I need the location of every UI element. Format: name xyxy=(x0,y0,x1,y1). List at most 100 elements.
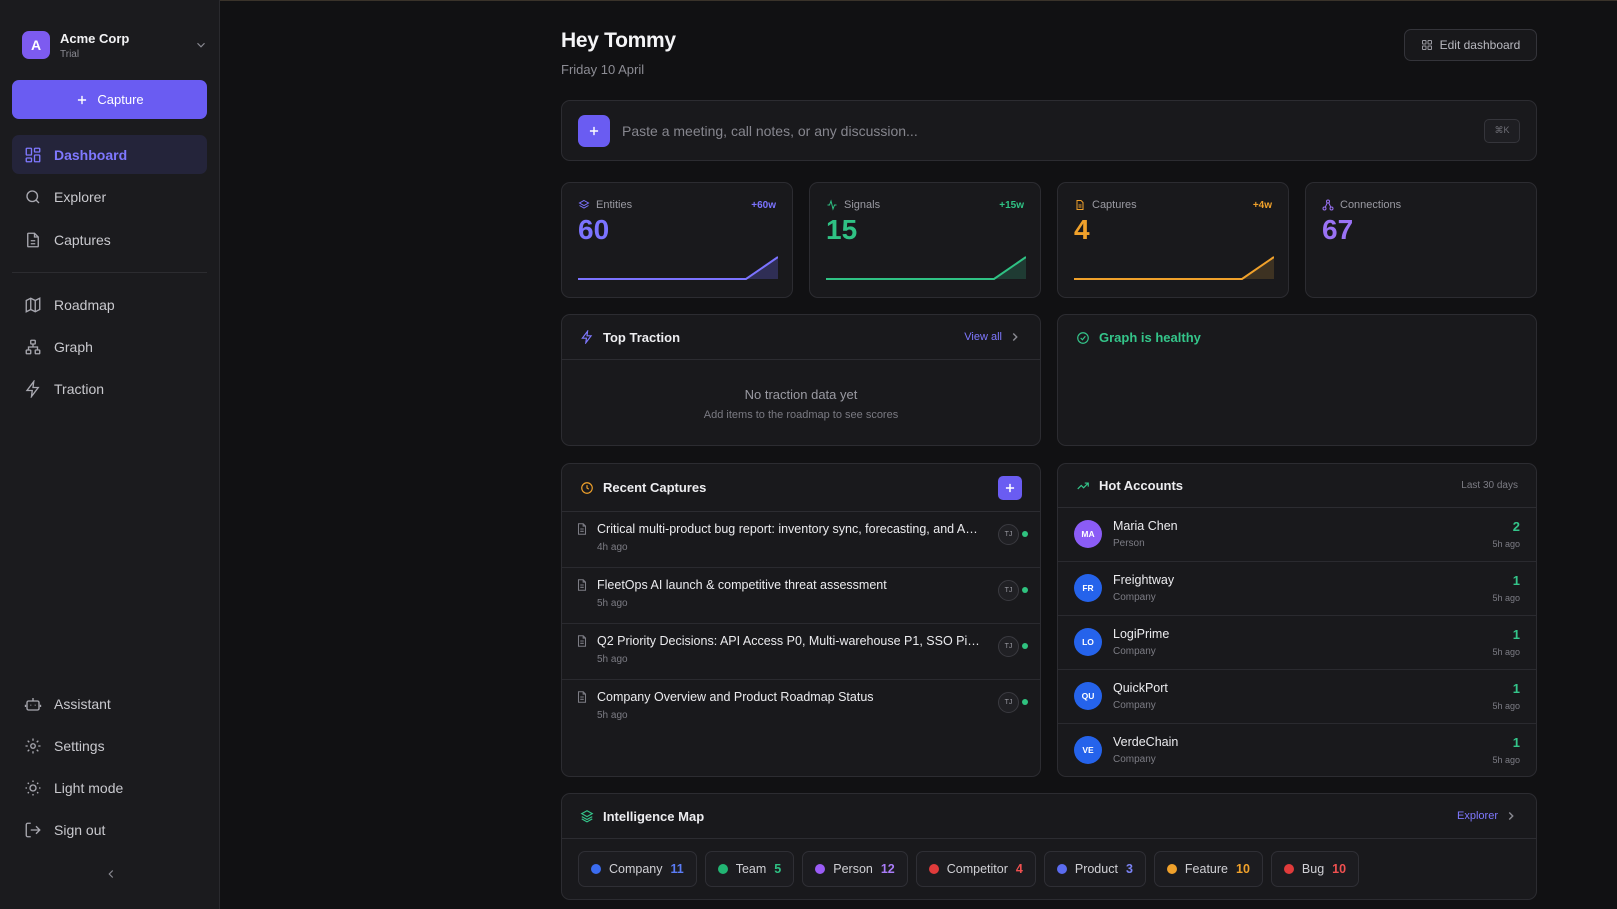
capture-title: Company Overview and Product Roadmap Sta… xyxy=(597,690,874,704)
intelligence-map-title: Intelligence Map xyxy=(603,808,705,824)
chip-bug[interactable]: Bug 10 xyxy=(1270,851,1360,887)
chip-label: Company xyxy=(609,862,663,876)
sidebar-item-roadmap[interactable]: Roadmap xyxy=(12,285,207,324)
avatar: MA xyxy=(1074,520,1102,548)
sidebar-item-assistant[interactable]: Assistant xyxy=(12,684,207,723)
sidebar-item-label: Dashboard xyxy=(54,146,128,163)
chip-label: Product xyxy=(1074,862,1118,876)
view-all-label: View all xyxy=(964,331,1002,343)
stat-card-signals[interactable]: Signals +15w 15 xyxy=(809,182,1041,298)
account-type: Person xyxy=(1113,538,1145,549)
chevron-down-icon xyxy=(197,42,205,48)
list-item[interactable]: Q2 Priority Decisions: API Access P0, Mu… xyxy=(562,624,1040,680)
shortcut-hint: ⌘K xyxy=(1484,118,1520,143)
edit-dashboard-button[interactable]: Edit dashboard xyxy=(1404,29,1537,61)
hot-accounts-range: Last 30 days xyxy=(1461,480,1518,491)
chip-dot xyxy=(815,864,826,874)
org-switcher[interactable]: A Acme Corp Trial xyxy=(22,29,208,61)
capture-button[interactable]: Capture xyxy=(12,80,207,119)
account-row[interactable]: MA Maria Chen Person 2 5h ago xyxy=(1058,508,1536,562)
chip-count: 12 xyxy=(880,862,895,876)
sidebar-item-traction[interactable]: Traction xyxy=(12,369,207,408)
account-row[interactable]: FR Freightway Company 1 5h ago xyxy=(1058,562,1536,616)
stat-label: Captures xyxy=(1092,199,1137,211)
grid-icon xyxy=(25,147,41,162)
account-count: 1 xyxy=(1512,735,1520,750)
quick-capture-input[interactable]: Paste a meeting, call notes, or any disc… xyxy=(622,122,918,139)
account-time: 5h ago xyxy=(1492,647,1520,657)
stat-card-captures[interactable]: Captures +4w 4 xyxy=(1057,182,1289,298)
account-count: 2 xyxy=(1512,519,1520,534)
graph-health-panel: Graph is healthy xyxy=(1057,314,1537,446)
sidebar-item-label: Traction xyxy=(54,380,105,397)
chip-label: Feature xyxy=(1184,862,1228,876)
sidebar-item-captures[interactable]: Captures xyxy=(12,220,207,259)
sidebar-item-label: Settings xyxy=(54,737,105,754)
chevron-right-icon xyxy=(1508,812,1514,820)
chip-person[interactable]: Person 12 xyxy=(802,851,908,887)
captures-sparkline xyxy=(1074,256,1274,280)
capture-title: Critical multi-product bug report: inven… xyxy=(597,522,982,536)
author-avatar: TJ xyxy=(998,692,1019,713)
list-item[interactable]: Company Overview and Product Roadmap Sta… xyxy=(562,680,1040,736)
account-row[interactable]: VE VerdeChain Company 1 5h ago xyxy=(1058,724,1536,778)
view-all-link[interactable]: View all xyxy=(964,330,1022,344)
org-plan: Trial xyxy=(60,48,80,60)
account-type: Company xyxy=(1113,754,1156,765)
sidebar-item-graph[interactable]: Graph xyxy=(12,327,207,366)
sidebar-item-settings[interactable]: Settings xyxy=(12,726,207,765)
quick-capture-add-button[interactable] xyxy=(578,114,610,147)
account-row[interactable]: LO LogiPrime Company 1 5h ago xyxy=(1058,616,1536,670)
stat-label: Connections xyxy=(1340,199,1402,211)
empty-state-subtitle: Add items to the roadmap to see scores xyxy=(703,409,899,421)
intelligence-map-panel: Intelligence Map Explorer Company 11 Tea… xyxy=(561,793,1537,900)
stat-label: Entities xyxy=(596,199,633,211)
hot-accounts-list: MA Maria Chen Person 2 5h ago FR Freight… xyxy=(1058,508,1536,778)
document-icon xyxy=(577,691,587,703)
chip-product[interactable]: Product 3 xyxy=(1043,851,1146,887)
avatar: VE xyxy=(1074,736,1102,764)
account-name: LogiPrime xyxy=(1113,627,1170,641)
sidebar-divider xyxy=(12,272,207,273)
explorer-link[interactable]: Explorer xyxy=(1457,809,1518,823)
hot-accounts-panel: Hot Accounts Last 30 days MA Maria Chen … xyxy=(1057,463,1537,777)
list-item[interactable]: FleetOps AI launch & competitive threat … xyxy=(562,568,1040,624)
quick-capture-bar[interactable]: Paste a meeting, call notes, or any disc… xyxy=(561,100,1537,161)
chip-feature[interactable]: Feature 10 xyxy=(1153,851,1263,887)
recent-captures-panel: Recent Captures Critical multi-product b… xyxy=(561,463,1041,777)
stat-card-entities[interactable]: Entities +60w 60 xyxy=(561,182,793,298)
sidebar-item-sign-out[interactable]: Sign out xyxy=(12,810,207,849)
sidebar-item-light-mode[interactable]: Light mode xyxy=(12,768,207,807)
account-name: QuickPort xyxy=(1113,681,1168,695)
list-item[interactable]: Critical multi-product bug report: inven… xyxy=(562,512,1040,568)
sidebar-item-label: Explorer xyxy=(54,188,107,205)
stat-label: Signals xyxy=(844,199,881,211)
grid-icon xyxy=(1421,40,1432,50)
bolt-icon xyxy=(581,330,593,344)
collapse-sidebar-icon[interactable] xyxy=(104,867,118,881)
plus-icon xyxy=(1005,483,1015,492)
account-row[interactable]: QU QuickPort Company 1 5h ago xyxy=(1058,670,1536,724)
chip-dot xyxy=(717,864,728,874)
capture-time: 5h ago xyxy=(597,710,628,721)
sidebar-item-dashboard[interactable]: Dashboard xyxy=(12,135,207,174)
top-traction-panel: Top Traction View all No traction data y… xyxy=(561,314,1041,446)
sidebar-item-label: Captures xyxy=(54,231,111,248)
capture-time: 5h ago xyxy=(597,654,628,665)
plus-icon xyxy=(589,126,599,135)
page-date: Friday 10 April xyxy=(561,62,645,77)
document-icon xyxy=(1076,200,1084,210)
author-avatar: TJ xyxy=(998,636,1019,657)
avatar: QU xyxy=(1074,682,1102,710)
chip-dot xyxy=(1166,864,1177,874)
chip-company[interactable]: Company 11 xyxy=(578,851,697,887)
chip-competitor[interactable]: Competitor 4 xyxy=(915,851,1036,887)
account-time: 5h ago xyxy=(1492,701,1520,711)
sidebar-item-explorer[interactable]: Explorer xyxy=(12,177,207,216)
chip-team[interactable]: Team 5 xyxy=(704,851,795,887)
map-icon xyxy=(25,296,41,313)
add-capture-button[interactable] xyxy=(998,475,1022,500)
account-name: Freightway xyxy=(1113,573,1175,587)
stat-card-connections[interactable]: Connections 67 xyxy=(1305,182,1537,298)
chip-dot xyxy=(1283,864,1294,874)
